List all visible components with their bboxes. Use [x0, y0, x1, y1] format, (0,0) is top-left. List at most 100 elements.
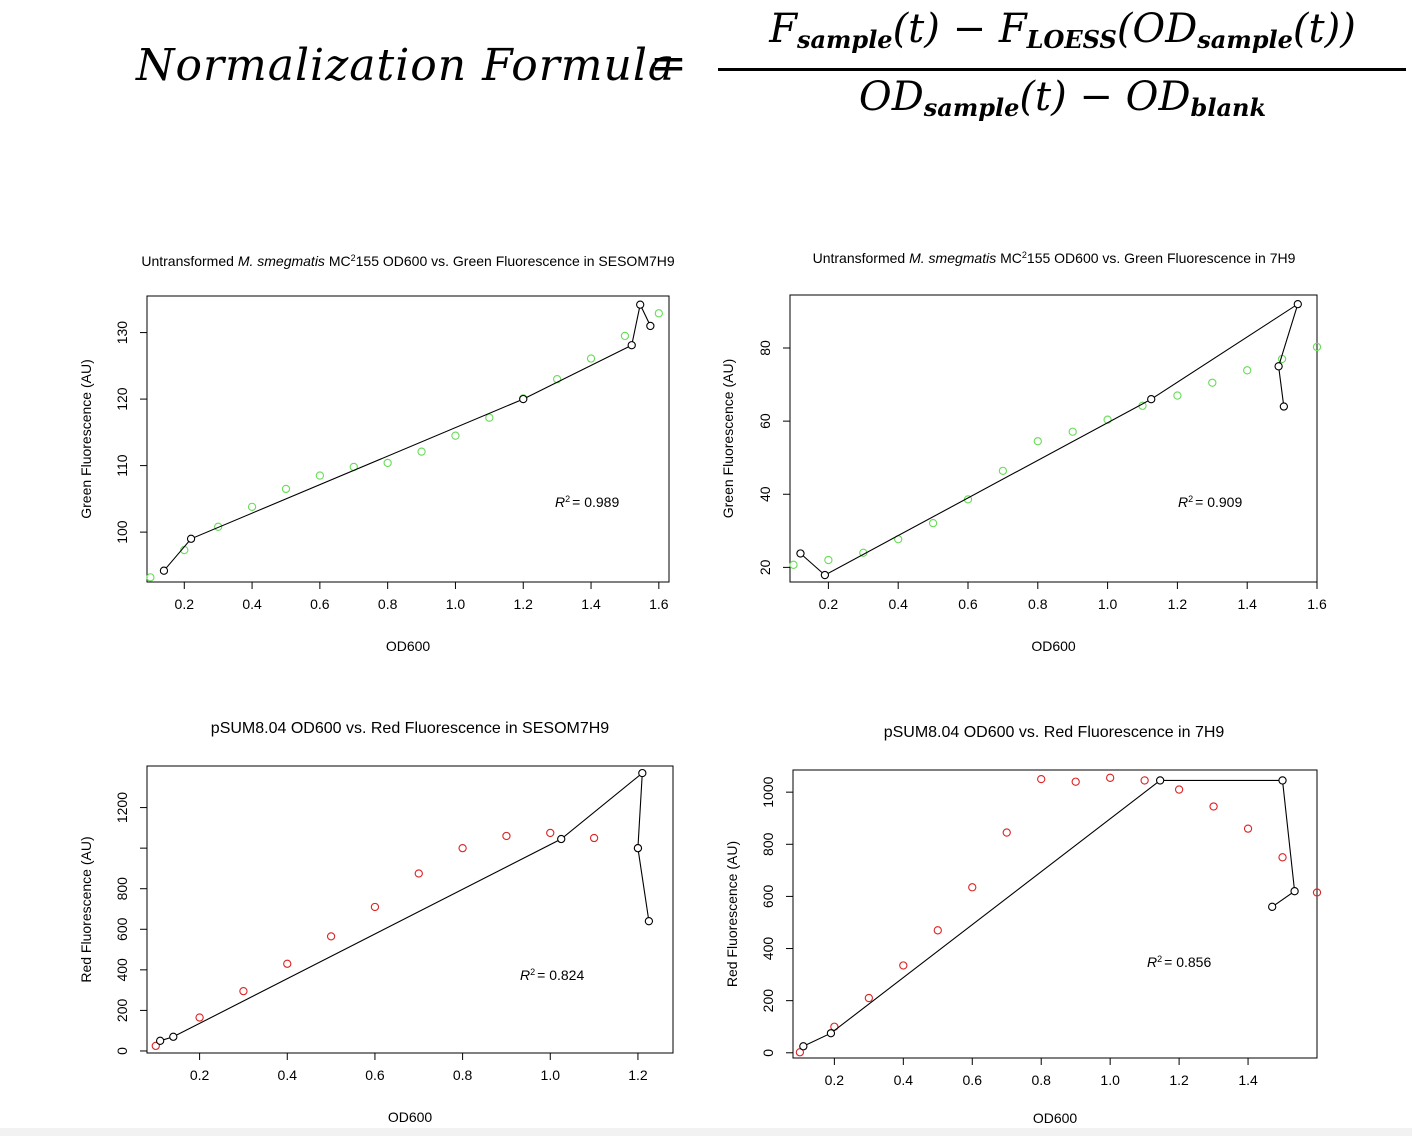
- y-tick-label: 600: [760, 885, 776, 909]
- x-axis-label: OD600: [1031, 638, 1076, 654]
- data-point: [417, 447, 426, 456]
- fit-point: [820, 570, 830, 580]
- x-tick-label: 1.6: [1307, 596, 1327, 612]
- r-squared-label: R2 = 0.856: [1147, 954, 1211, 970]
- chart-title-superscript: 2: [351, 253, 356, 263]
- y-axis-label: Red Fluorescence (AU): [724, 841, 740, 987]
- x-tick-label: 1.0: [1100, 1072, 1120, 1088]
- x-tick-label: 1.4: [1238, 1072, 1258, 1088]
- y-tick-label: 110: [114, 454, 130, 477]
- r-symbol: R: [520, 967, 530, 983]
- x-axis-label: OD600: [388, 1109, 433, 1125]
- y-tick-label: 120: [114, 387, 130, 411]
- x-axis-label: OD600: [1033, 1110, 1078, 1126]
- num-f1: F: [769, 6, 797, 52]
- y-axis-label: Red Fluorescence (AU): [78, 836, 94, 982]
- y-tick-label: 100: [114, 520, 130, 544]
- fit-point: [826, 1029, 836, 1038]
- fit-point: [646, 321, 655, 331]
- data-point: [968, 883, 977, 892]
- x-tick-label: 0.2: [819, 596, 839, 612]
- data-point: [283, 959, 292, 968]
- data-point: [151, 1041, 160, 1051]
- r-squared-label: R2 = 0.989: [555, 494, 619, 510]
- data-point: [1243, 824, 1253, 833]
- fit-point: [644, 917, 654, 926]
- fit-point: [1274, 362, 1283, 371]
- y-tick-label: 200: [760, 989, 776, 1013]
- num-od-open: (OD: [1116, 6, 1198, 52]
- data-point: [414, 869, 423, 878]
- plot-frame: [792, 769, 1318, 1059]
- data-point: [1140, 776, 1149, 785]
- r-squared-value: = 0.824: [537, 967, 584, 983]
- chart-title-part: Untransformed: [141, 253, 237, 269]
- x-tick-label: 0.8: [378, 596, 398, 612]
- chart-title: pSUM8.04 OD600 vs. Red Fluorescence in 7…: [884, 724, 1225, 741]
- x-tick-label: 0.2: [190, 1067, 210, 1083]
- y-tick-label: 0: [114, 1047, 130, 1055]
- fit-point: [796, 549, 805, 558]
- r-symbol: R: [555, 494, 565, 510]
- fit-line: [803, 779, 1296, 1047]
- data-point: [383, 458, 392, 468]
- fit-point: [627, 341, 636, 350]
- data-point: [1174, 785, 1184, 794]
- fraction-bar: [718, 68, 1406, 71]
- data-point: [485, 413, 494, 422]
- den-od2: OD: [1125, 74, 1191, 120]
- data-point: [1002, 828, 1011, 837]
- y-tick-label: 80: [757, 340, 773, 356]
- fit-point: [799, 1042, 808, 1051]
- formula-numerator: Fsample(t) − FLOESS(ODsample(t)): [715, 6, 1410, 54]
- data-point: [1106, 773, 1115, 782]
- data-point: [1173, 391, 1182, 400]
- x-tick-label: 0.4: [278, 1067, 298, 1083]
- data-point: [789, 560, 798, 569]
- x-tick-label: 0.6: [958, 596, 978, 612]
- y-tick-label: 1000: [760, 776, 776, 807]
- chart-title-part: M. smegmatis: [909, 250, 996, 266]
- num-t2: (t)): [1292, 6, 1356, 52]
- data-point: [654, 309, 663, 318]
- x-tick-label: 1.2: [1169, 1072, 1189, 1088]
- den-od2-sub: blank: [1190, 93, 1267, 122]
- chart-title-part: pSUM8.04 OD600 vs. Red Fluorescence in 7…: [884, 724, 1225, 741]
- x-tick-label: 1.6: [649, 596, 669, 612]
- data-point: [586, 354, 596, 363]
- fit-point: [1155, 776, 1165, 785]
- fit-point: [633, 843, 643, 853]
- x-tick-label: 0.4: [242, 596, 262, 612]
- data-point: [1037, 774, 1046, 784]
- y-tick-label: 130: [114, 321, 130, 345]
- normalization-formula: Normalization Formula = Fsample(t) − FLO…: [0, 0, 1412, 140]
- den-od1-sub: sample: [923, 93, 1020, 122]
- x-axis-label: OD600: [386, 638, 431, 654]
- chart-title: pSUM8.04 OD600 vs. Red Fluorescence in S…: [211, 720, 610, 737]
- x-tick-label: 0.6: [963, 1072, 983, 1088]
- fit-point: [169, 1032, 178, 1041]
- x-tick-label: 1.0: [446, 596, 466, 612]
- x-tick-label: 0.4: [894, 1072, 914, 1088]
- data-point: [546, 828, 555, 838]
- data-point: [281, 484, 291, 494]
- r-squared-value: = 0.909: [1195, 494, 1242, 510]
- data-point: [1312, 342, 1322, 352]
- data-point: [1033, 437, 1042, 446]
- fit-point: [638, 768, 647, 778]
- y-tick-label: 800: [760, 832, 776, 856]
- den-od1: OD: [858, 74, 924, 120]
- num-t1: (t): [892, 6, 940, 52]
- chart-title-part: MC: [325, 253, 351, 269]
- fit-point: [1290, 887, 1299, 896]
- num-f2: F: [998, 6, 1027, 52]
- data-point: [1068, 427, 1077, 436]
- r-exponent: 2: [565, 494, 570, 504]
- data-point: [502, 831, 511, 841]
- data-point: [146, 573, 155, 582]
- chart-title-part: MC: [996, 250, 1022, 266]
- r-squared-label: R2 = 0.909: [1178, 494, 1242, 510]
